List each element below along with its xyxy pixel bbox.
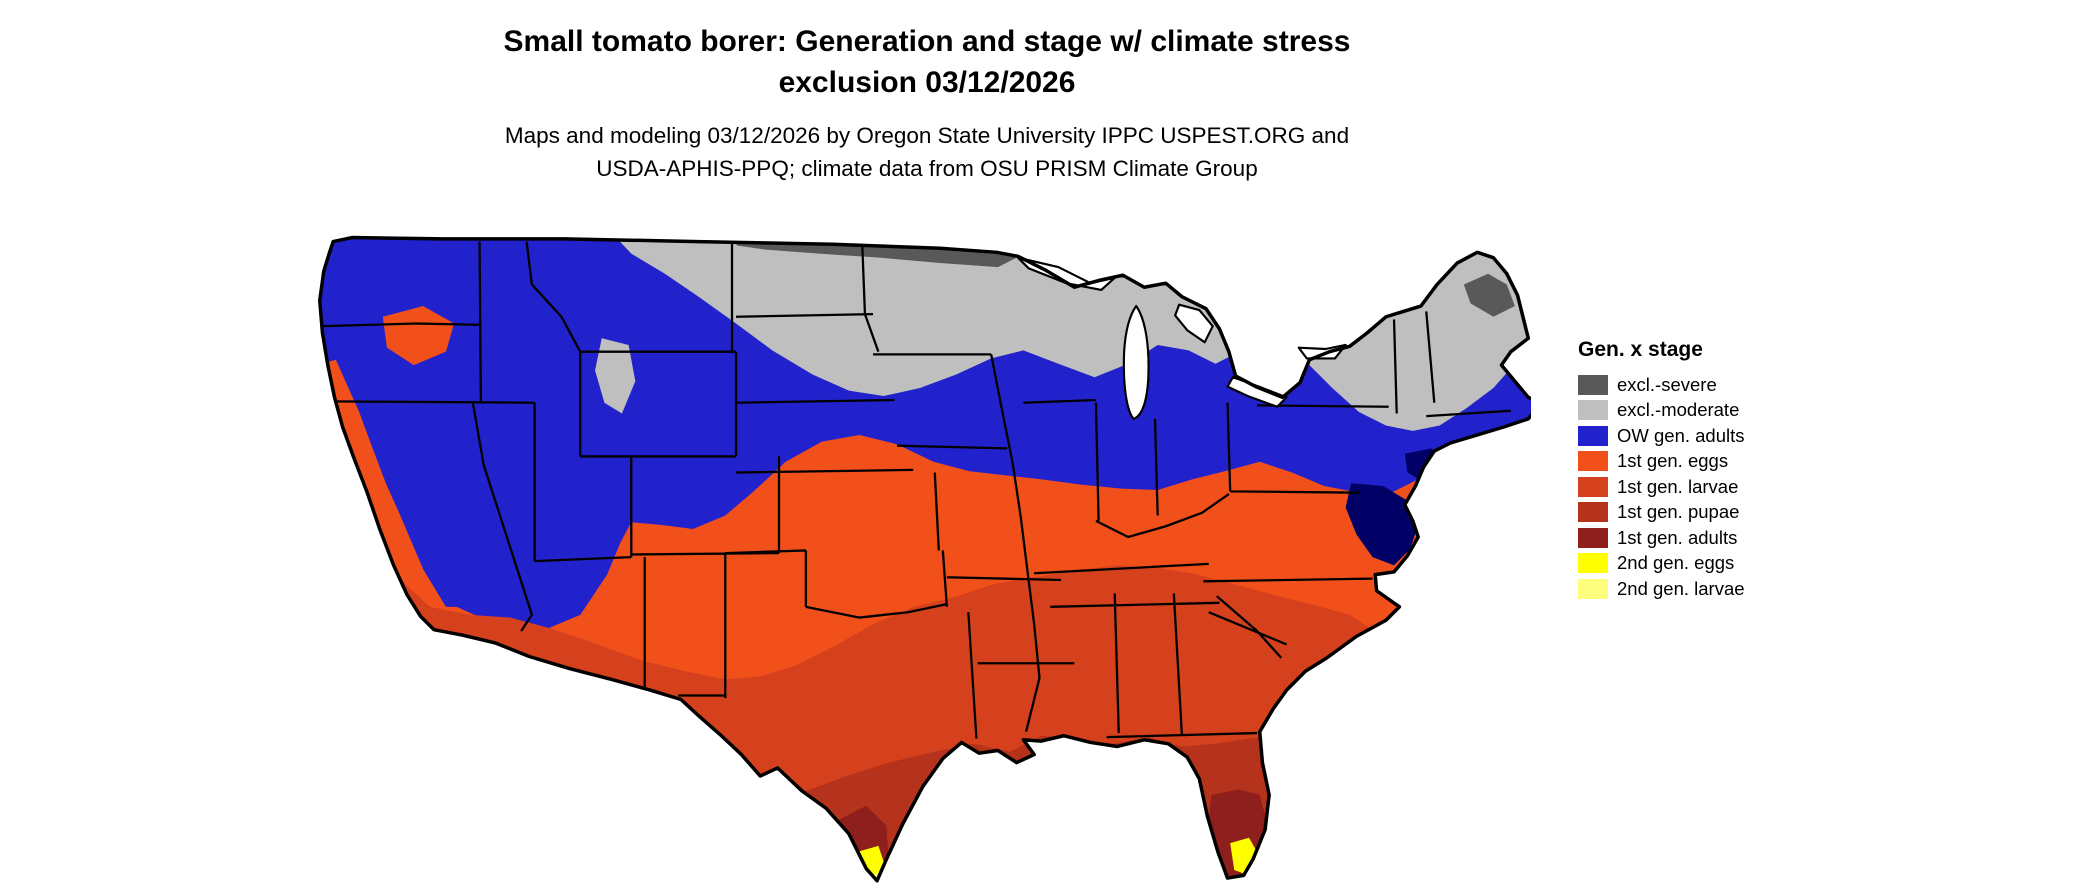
legend-label: excl.-severe [1617, 373, 1717, 395]
map-title-line2: exclusion 03/12/2026 [778, 65, 1076, 99]
legend-label: excl.-moderate [1617, 399, 1740, 420]
legend-item: 1st gen. eggs [1578, 449, 1858, 475]
region-2nd-gen-larvae-keys [1209, 881, 1243, 890]
legend-swatch-2nd-gen-larvae [1578, 578, 1608, 599]
legend-item: excl.-moderate [1578, 398, 1858, 424]
state-borders [322, 241, 1511, 739]
us-outline [317, 235, 1531, 883]
legend-item: 1st gen. larvae [1578, 474, 1858, 500]
legend-swatch-1st-gen-eggs [1578, 451, 1608, 472]
map-subtitle: Maps and modeling 03/12/2026 by Oregon S… [0, 119, 1854, 186]
map-subtitle-line1: Maps and modeling 03/12/2026 by Oregon S… [504, 123, 1350, 148]
legend-item: 1st gen. pupae [1578, 500, 1858, 526]
lake-ontario [1297, 343, 1347, 360]
legend-label: 2nd gen. larvae [1617, 577, 1745, 599]
lake-michigan [1122, 304, 1150, 420]
legend-label: 1st gen. pupae [1617, 501, 1740, 522]
legend-item: 2nd gen. larvae [1578, 576, 1858, 602]
legend-item: OW gen. adults [1578, 423, 1858, 449]
legend-title: Gen. x stage [1578, 338, 1703, 361]
patch-montana-moderate [595, 338, 636, 414]
legend-item: excl.-severe [1578, 372, 1858, 398]
lake-superior [1016, 256, 1116, 291]
legend-label: 1st gen. adults [1617, 526, 1738, 548]
legend-label: 1st gen. eggs [1617, 450, 1729, 471]
legend-item: 2nd gen. eggs [1578, 551, 1858, 577]
map-header: Small tomato borer: Generation and stage… [0, 22, 1854, 186]
legend-item: 1st gen. adults [1578, 525, 1858, 551]
legend-swatch-1st-gen-adults [1578, 527, 1608, 548]
legend-swatch-excl-moderate [1578, 400, 1608, 421]
legend-label: 2nd gen. eggs [1617, 552, 1735, 573]
patch-chesapeake-dark [1345, 483, 1419, 566]
region-excl-severe-maine [1463, 273, 1515, 317]
map-legend: Gen. x stage excl.-severe excl.-moderate… [1578, 338, 1858, 602]
legend-label: 1st gen. larvae [1617, 475, 1739, 497]
patch-columbia-basin-eggs [382, 306, 455, 366]
map-title: Small tomato borer: Generation and stage… [0, 22, 1854, 103]
map-title-line1: Small tomato borer: Generation and stage… [503, 25, 1351, 58]
patch-sierra-ow-adults [432, 483, 484, 593]
patch-pacific-coast-eggs [326, 359, 459, 636]
legend-label: OW gen. adults [1617, 424, 1745, 446]
lake-huron [1174, 303, 1214, 344]
legend-swatch-ow-gen-adults [1578, 425, 1608, 446]
legend-swatch-1st-gen-pupae [1578, 502, 1608, 523]
us-choropleth-map [317, 235, 1531, 890]
map-subtitle-line2: USDA-APHIS-PPQ; climate data from OSU PR… [596, 156, 1258, 182]
legend-swatch-excl-severe [1578, 374, 1608, 395]
legend-swatch-1st-gen-larvae [1578, 476, 1608, 497]
legend-swatch-2nd-gen-eggs [1578, 553, 1608, 574]
